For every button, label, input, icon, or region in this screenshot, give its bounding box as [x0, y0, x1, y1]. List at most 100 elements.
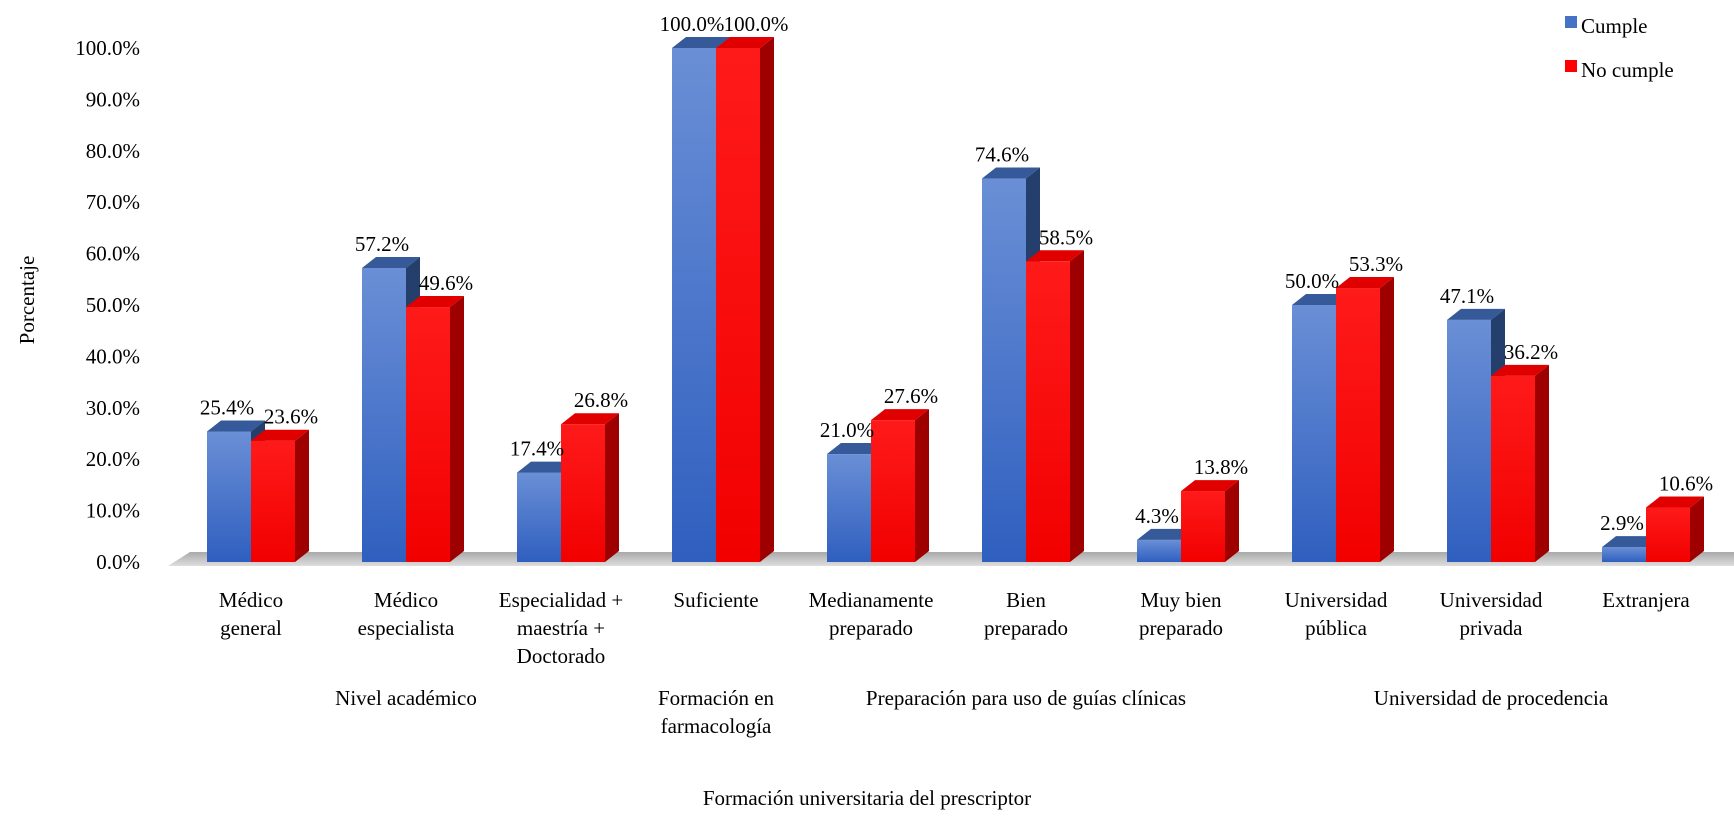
category-label: general — [220, 616, 282, 640]
bar-top — [517, 461, 575, 473]
bar-no-cumple — [1181, 480, 1239, 562]
y-tick-label: 30.0% — [86, 396, 140, 420]
bar-front — [1646, 507, 1690, 562]
bar-top — [1137, 528, 1195, 540]
bar-front — [1336, 288, 1380, 562]
bar-top — [1292, 294, 1350, 305]
data-label: 36.2% — [1504, 340, 1558, 364]
category-label: Médico — [219, 588, 283, 612]
data-label: 57.2% — [355, 232, 409, 256]
bar-no-cumple — [1026, 250, 1084, 562]
bar-top — [982, 167, 1040, 179]
bar-top — [1602, 536, 1660, 548]
bar-front — [1181, 491, 1225, 562]
category-label: Médico — [374, 588, 438, 612]
data-label: 100.0% — [724, 12, 789, 36]
y-tick-label: 90.0% — [86, 87, 140, 111]
group-label: Nivel académico — [335, 686, 477, 710]
group-label: farmacología — [661, 714, 772, 738]
bar-front — [1491, 375, 1535, 562]
data-label: 2.9% — [1600, 511, 1644, 535]
bar-side — [1690, 496, 1704, 562]
bar-front — [517, 472, 561, 562]
category-label: pública — [1305, 616, 1367, 640]
data-label: 4.3% — [1135, 504, 1179, 528]
bar-side — [1225, 480, 1239, 562]
data-label: 47.1% — [1440, 284, 1494, 308]
bar-front — [207, 431, 251, 562]
y-tick-label: 0.0% — [96, 550, 140, 574]
category-label: Universidad — [1440, 588, 1543, 612]
data-label: 10.6% — [1659, 472, 1713, 496]
bar-front — [982, 178, 1026, 562]
legend-label: Cumple — [1581, 14, 1648, 38]
bar-top — [207, 420, 265, 432]
category-label: preparado — [829, 616, 913, 640]
bar-top — [251, 429, 309, 441]
bar-front — [716, 48, 760, 562]
bar-front — [362, 267, 406, 562]
bar-top — [561, 413, 619, 425]
data-label: 53.3% — [1349, 252, 1403, 276]
legend-swatch — [1565, 16, 1577, 28]
category-label: Especialidad + — [499, 588, 623, 612]
category-label: Medianamente — [809, 588, 934, 612]
y-tick-label: 50.0% — [86, 293, 140, 317]
y-tick-label: 60.0% — [86, 242, 140, 266]
data-label: 23.6% — [264, 405, 318, 429]
category-label: especialista — [358, 616, 455, 640]
bar-top — [871, 409, 929, 421]
bar-side — [605, 413, 619, 562]
group-label: Universidad de procedencia — [1374, 686, 1609, 710]
x-axis-title: Formación universitaria del prescriptor — [703, 786, 1031, 810]
bar-top — [716, 37, 774, 48]
data-label: 100.0% — [660, 12, 725, 36]
legend-swatch — [1565, 60, 1577, 72]
bar-top — [672, 37, 730, 48]
data-label: 50.0% — [1285, 269, 1339, 293]
y-tick-label: 10.0% — [86, 499, 140, 523]
bar-side — [1380, 277, 1394, 562]
data-label: 26.8% — [574, 388, 628, 412]
bar-top — [362, 256, 420, 268]
data-label: 49.6% — [419, 271, 473, 295]
bar-front — [672, 48, 716, 562]
y-tick-label: 100.0% — [75, 36, 140, 60]
bar-top — [1491, 364, 1549, 376]
bar-top — [827, 443, 885, 455]
bar-no-cumple — [871, 409, 929, 562]
group-label: Formación en — [658, 686, 775, 710]
bar-no-cumple — [251, 429, 309, 562]
legend-label: No cumple — [1581, 58, 1674, 82]
group-label: Preparación para uso de guías clínicas — [866, 686, 1186, 710]
bar-no-cumple — [1646, 496, 1704, 562]
bar-top — [1181, 480, 1239, 492]
data-label: 58.5% — [1039, 225, 1093, 249]
bar-front — [1026, 261, 1070, 562]
bar-side — [1535, 364, 1549, 562]
bar-side — [450, 296, 464, 562]
data-label: 13.8% — [1194, 455, 1248, 479]
y-axis-title: Porcentaje — [15, 256, 39, 345]
bar-top — [406, 296, 464, 308]
bar-no-cumple — [406, 296, 464, 562]
bar-cumple — [207, 420, 265, 562]
bar-front — [1447, 319, 1491, 562]
category-label: Muy bien — [1140, 588, 1222, 612]
data-label: 17.4% — [510, 437, 564, 461]
bar-front — [871, 420, 915, 562]
bar-top — [1026, 250, 1084, 262]
data-label: 21.0% — [820, 418, 874, 442]
bar-side — [295, 429, 309, 562]
bar-front — [1602, 547, 1646, 562]
y-tick-label: 80.0% — [86, 139, 140, 163]
category-label: Suficiente — [673, 588, 758, 612]
bar-top — [1336, 277, 1394, 289]
category-label: preparado — [1139, 616, 1223, 640]
category-label: privada — [1460, 616, 1524, 640]
bar-side — [760, 37, 774, 562]
bar-top — [1447, 308, 1505, 320]
bar-front — [1292, 305, 1336, 562]
bar-top — [1646, 496, 1704, 508]
